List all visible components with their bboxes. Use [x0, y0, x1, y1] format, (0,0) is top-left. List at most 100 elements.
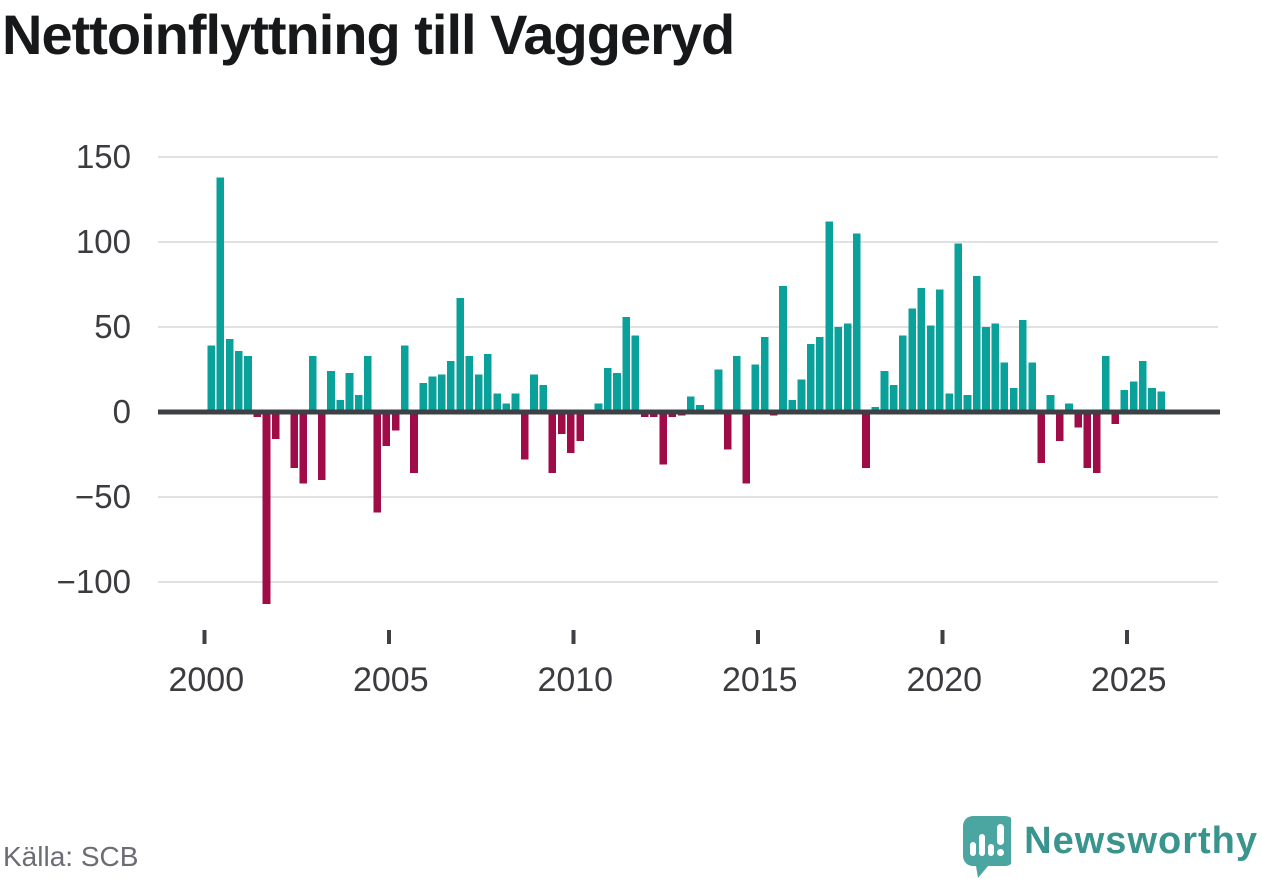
exclamation-stem: [997, 824, 1005, 845]
x-axis-tick-label: 2020: [906, 661, 982, 699]
bar: 2020 Q4: 80: [972, 276, 981, 412]
bar: 2016 Q2: 40: [806, 344, 815, 412]
mini-bar-1: [970, 842, 977, 856]
bar: 2002 Q2: -33: [290, 412, 298, 469]
source-attribution: Källa: SCB: [3, 841, 139, 872]
bar: 2007 Q1: 33: [465, 355, 474, 412]
bar: 2000 Q1: 39: [207, 345, 215, 412]
bar: 2024 Q1: -36: [1092, 412, 1101, 474]
chart-title: Nettoinflyttning till Vaggeryd: [2, 3, 735, 66]
bar: 2017 Q3: 105: [853, 233, 861, 412]
bar: 2012 Q1: -3: [650, 412, 658, 418]
bar: 2020 Q2: 99: [954, 243, 963, 412]
bar: 2004 Q4: -20: [382, 412, 391, 446]
bar: 2009 Q1: 16: [539, 384, 547, 412]
bar: 2025 Q3: 14: [1148, 388, 1156, 412]
bar: 2005 Q1: -11: [391, 412, 400, 431]
bar: 2012 Q2: -31: [659, 412, 667, 465]
bar: 2022 Q1: 54: [1019, 320, 1027, 412]
bar: 2018 Q3: 16: [889, 384, 898, 412]
bar: 2017 Q2: 52: [843, 323, 852, 412]
y-axis-tick-label: 0: [113, 393, 131, 430]
bar: 2019 Q2: 73: [917, 287, 926, 412]
bar: 2008 Q1: 5: [502, 403, 511, 412]
bar: 2021 Q1: 50: [982, 327, 990, 412]
x-axis-tick-label: 2025: [1091, 661, 1167, 699]
bar: 2002 Q3: -42: [299, 412, 308, 484]
bar: 2008 Q2: 11: [511, 393, 520, 412]
bar: 2023 Q1: -17: [1055, 412, 1064, 441]
bar: 2000 Q4: 36: [234, 350, 243, 412]
bar: 2005 Q3: -36: [410, 412, 418, 474]
bar: 2017 Q1: 50: [834, 327, 843, 412]
bar: 2010 Q3: 5: [594, 403, 603, 412]
bar: 2016 Q3: 44: [816, 337, 824, 412]
bar: 2019 Q1: 61: [908, 308, 916, 412]
bar: 2009 Q4: -24: [567, 412, 575, 453]
bar: 2023 Q3: -9: [1074, 412, 1082, 428]
bar: 2011 Q1: 23: [613, 372, 621, 412]
x-axis-tick-label: 2010: [537, 661, 613, 699]
y-axis-tick-label: 100: [76, 223, 131, 260]
bar: 2022 Q2: 29: [1028, 362, 1036, 412]
bar: 2015 Q4: 7: [788, 400, 797, 412]
bar: 2004 Q3: -59: [373, 412, 381, 513]
bar: 2004 Q1: 10: [354, 395, 363, 412]
bar: 2021 Q4: 14: [1009, 388, 1018, 412]
bar: 2011 Q3: 45: [631, 335, 640, 412]
bar: 2012 Q3: -3: [668, 412, 677, 418]
bar: 2007 Q3: 34: [484, 354, 492, 412]
bar: 2025 Q1: 18: [1129, 381, 1138, 412]
bar: 2007 Q2: 22: [474, 374, 483, 412]
bar: 2008 Q3: -28: [520, 412, 529, 460]
bar: 2020 Q3: 10: [963, 395, 972, 412]
bar: 2005 Q2: 39: [401, 345, 409, 412]
mini-bar-3: [988, 844, 995, 856]
bar: 2025 Q2: 30: [1138, 361, 1147, 412]
x-axis-tick-label: 2000: [168, 661, 244, 699]
bar: 2019 Q4: 72: [936, 289, 944, 412]
bar: 2009 Q2: -36: [548, 412, 557, 474]
y-axis-tick-label: −50: [75, 478, 131, 515]
bar: 2021 Q3: 29: [1000, 362, 1009, 412]
bar: 2009 Q3: -13: [557, 412, 566, 435]
bar: 2013 Q1: 9: [686, 396, 695, 412]
bar: 2017 Q4: -33: [862, 412, 870, 469]
newsworthy-logo: Newsworthy: [957, 814, 1258, 878]
bar: 2002 Q4: 33: [308, 355, 317, 412]
bar: 2001 Q3: -113: [262, 412, 271, 605]
bar: 2001 Q2: -3: [253, 412, 262, 418]
bar: 2022 Q3: -30: [1037, 412, 1046, 463]
bar: 2020 Q1: 11: [945, 393, 953, 412]
bar: 2006 Q1: 21: [428, 376, 437, 412]
bar: 2014 Q3: -42: [742, 412, 750, 484]
bar: 2003 Q1: -40: [317, 412, 326, 480]
bar: 2018 Q1: 3: [871, 406, 880, 412]
bar: 2003 Q4: 23: [345, 372, 354, 412]
bar: 2015 Q3: 74: [779, 286, 787, 412]
bar: 2015 Q1: 44: [760, 337, 769, 412]
bar: 2018 Q2: 24: [880, 371, 889, 412]
bar: 2023 Q2: 5: [1065, 403, 1073, 412]
bar: 2022 Q4: 10: [1046, 395, 1055, 412]
bar: 2003 Q3: 7: [336, 400, 345, 412]
bar: 2024 Q3: -7: [1111, 412, 1119, 424]
bar: 2001 Q1: 33: [244, 355, 252, 412]
bar: 2001 Q4: -16: [271, 412, 280, 440]
y-axis-tick-label: 150: [76, 138, 131, 175]
bar: 2003 Q2: 24: [327, 371, 335, 412]
bar: 2024 Q4: 13: [1120, 389, 1129, 412]
bar: 2016 Q4: 112: [825, 221, 833, 412]
bar: 2018 Q4: 45: [899, 335, 907, 412]
bar: 2025 Q4: 12: [1157, 391, 1166, 412]
bar: 2011 Q4: -3: [640, 412, 649, 418]
mini-bar-2: [979, 834, 986, 856]
bar: 2016 Q1: 19: [797, 379, 806, 412]
bar: 2004 Q2: 33: [364, 355, 372, 412]
x-axis-tick-label: 2015: [722, 661, 798, 699]
bar: 2023 Q4: -33: [1083, 412, 1092, 469]
bar: 2021 Q2: 52: [991, 323, 999, 412]
bar: 2010 Q4: 26: [603, 367, 612, 412]
